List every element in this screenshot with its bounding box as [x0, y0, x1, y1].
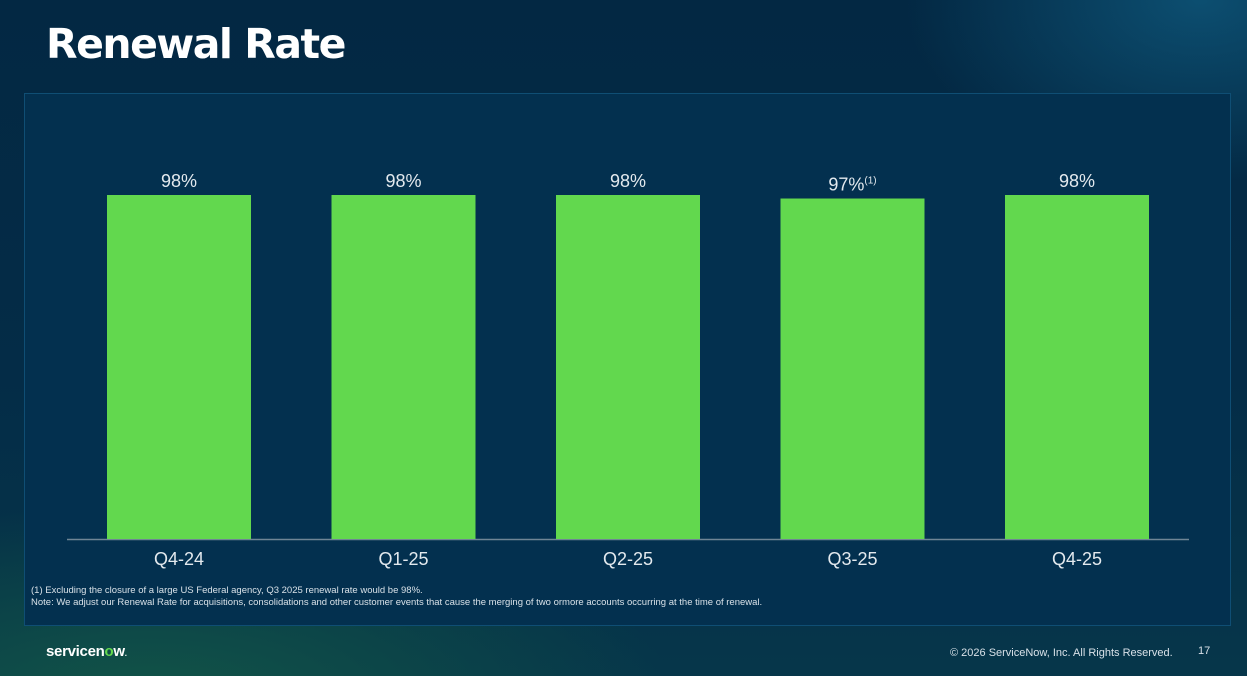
x-tick-label-q3-25: Q3-25: [827, 549, 877, 569]
logo-text-part2: w: [113, 643, 125, 660]
data-label-q3-25: 97%(1): [828, 175, 876, 195]
data-label-q4-24: 98%: [161, 171, 197, 191]
bar-q4-25: [1005, 195, 1149, 539]
servicenow-logo: servicenow.: [46, 643, 127, 660]
logo-o-glyph: o: [104, 643, 114, 660]
footnotes: (1) Excluding the closure of a large US …: [31, 585, 762, 609]
copyright-text: © 2026 ServiceNow, Inc. All Rights Reser…: [950, 647, 1173, 659]
logo-dot: .: [124, 649, 127, 658]
x-tick-label-q4-25: Q4-25: [1052, 549, 1102, 569]
data-label-q1-25: 98%: [385, 171, 421, 191]
data-label-value: 98%: [161, 171, 197, 191]
data-label-value: 98%: [1059, 171, 1095, 191]
bar-q2-25: [556, 195, 700, 539]
page-title: Renewal Rate: [46, 20, 346, 68]
footnote-note: Note: We adjust our Renewal Rate for acq…: [31, 597, 763, 608]
footnote-1: (1) Excluding the closure of a large US …: [31, 585, 423, 596]
data-label-footnote-marker: (1): [864, 176, 876, 187]
data-label-value: 98%: [610, 171, 646, 191]
bar-q4-24: [107, 195, 251, 539]
data-label-value: 97%: [828, 175, 864, 195]
data-label-q2-25: 98%: [610, 171, 646, 191]
bar-q3-25: [780, 198, 925, 540]
data-label-value: 98%: [385, 171, 421, 191]
x-tick-label-q4-24: Q4-24: [154, 549, 204, 569]
page-number: 17: [1198, 645, 1211, 657]
bar-q1-25: [331, 195, 476, 539]
x-tick-label-q1-25: Q1-25: [378, 549, 428, 569]
data-label-q4-25: 98%: [1059, 171, 1095, 191]
logo-text-part1: servicen: [46, 643, 105, 660]
x-tick-label-q2-25: Q2-25: [603, 549, 653, 569]
